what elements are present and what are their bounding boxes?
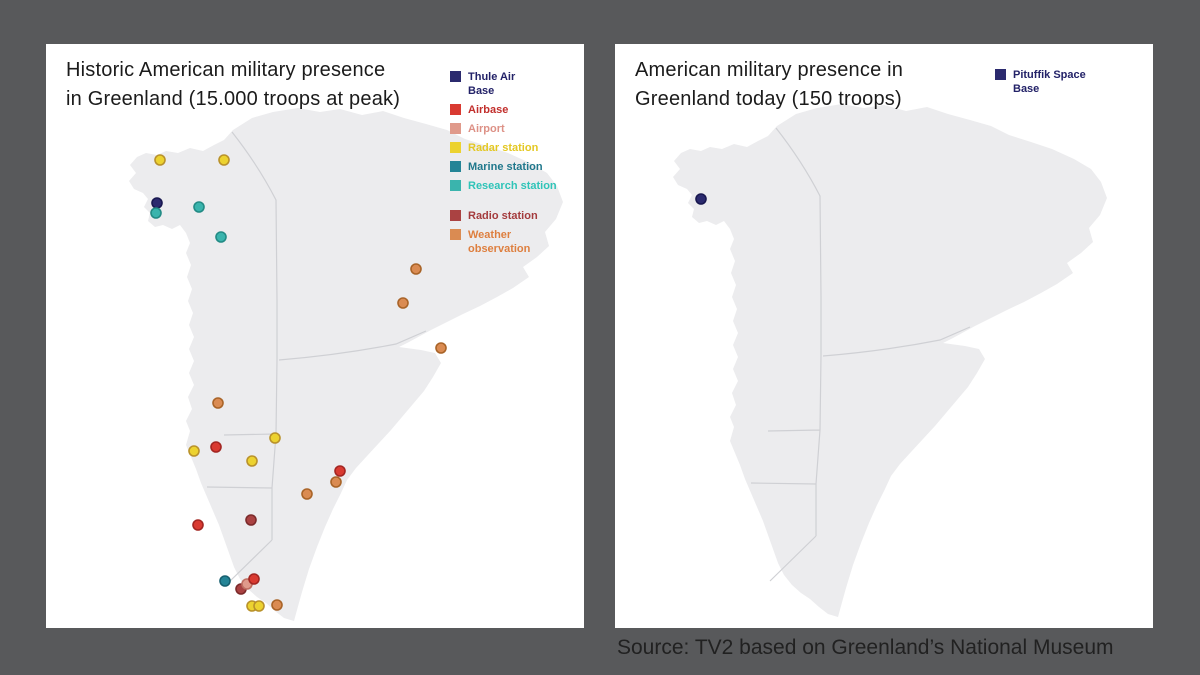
legend-label: Airport [468,123,505,135]
legend-label: Thule Air Base [468,71,516,97]
right-panel-title: American military presence in Greenland … [635,56,903,114]
research-station-marker [150,207,162,219]
radio-station-marker [245,514,257,526]
weather-observation-marker [397,297,409,309]
thule-air-base-marker [151,197,163,209]
weather-observation-marker [301,488,313,500]
legend-item-radar-station: Radar station [450,141,557,155]
legend-item-weather-observation: Weather observation [450,228,557,256]
weather-observation-swatch-icon [450,229,461,240]
radar-station-marker [269,432,281,444]
right-title-line1: American military presence in [635,59,904,81]
today-map-panel: American military presence in Greenland … [615,44,1153,628]
legend-label: Radar station [468,142,539,154]
legend-item-airport: Airport [450,122,557,136]
airbase-marker [210,441,222,453]
legend-label: Marine station [468,161,543,173]
airbase-marker [192,519,204,531]
marine-station-swatch-icon [450,161,461,172]
legend-item-research-station: Research station [450,179,557,193]
weather-observation-marker [330,476,342,488]
legend-item-airbase: Airbase [450,103,557,117]
legend-label: Airbase [468,104,509,116]
greenland-landmass [673,104,1107,617]
research-station-marker [193,201,205,213]
legend-item-thule-air-base: Thule Air Base [450,70,557,98]
right-title-line2: Greenland today (150 troops) [635,88,902,110]
historic-map-panel: Historic American military presence in G… [46,44,584,628]
municipal-boundaries [750,127,971,582]
marine-station-marker [219,575,231,587]
radar-station-marker [218,154,230,166]
legend-label: Radio station [468,210,538,222]
airbase-marker [334,465,346,477]
left-panel-title: Historic American military presence in G… [66,56,400,114]
legend-item-marine-station: Marine station [450,160,557,174]
research-station-marker [215,231,227,243]
pituffik-space-base-marker [695,193,707,205]
weather-observation-marker [271,599,283,611]
map-layer-right [673,104,1107,617]
source-attribution: Source: TV2 based on Greenland’s Nationa… [617,636,1114,659]
airbase-swatch-icon [450,104,461,115]
research-station-swatch-icon [450,180,461,191]
weather-observation-marker [435,342,447,354]
radar-station-marker [188,445,200,457]
radar-station-swatch-icon [450,142,461,153]
radar-station-marker [253,600,265,612]
today-legend: Pituffik Space Base [995,68,1086,101]
greenland-map-today [673,104,1107,617]
airport-swatch-icon [450,123,461,134]
legend-label: Pituffik Space Base [1013,69,1086,95]
weather-observation-marker [410,263,422,275]
weather-observation-marker [212,397,224,409]
municipal-boundaries [206,131,427,586]
radar-station-marker [246,455,258,467]
historic-legend: Thule Air Base Airbase Airport Radar station… [450,70,557,261]
legend-item-radio-station: Radio station [450,209,557,223]
radar-station-marker [154,154,166,166]
legend-label: Research station [468,180,557,192]
left-title-line1: Historic American military presence [66,59,386,81]
left-title-line2: in Greenland (15.000 troops at peak) [66,88,401,110]
legend-label: Weather observation [468,229,531,255]
radio-station-swatch-icon [450,210,461,221]
thule-air-base-swatch-icon [450,71,461,82]
pituffik-space-base-swatch-icon [995,69,1006,80]
legend-item-pituffik-space-base: Pituffik Space Base [995,68,1086,96]
airbase-marker [248,573,260,585]
